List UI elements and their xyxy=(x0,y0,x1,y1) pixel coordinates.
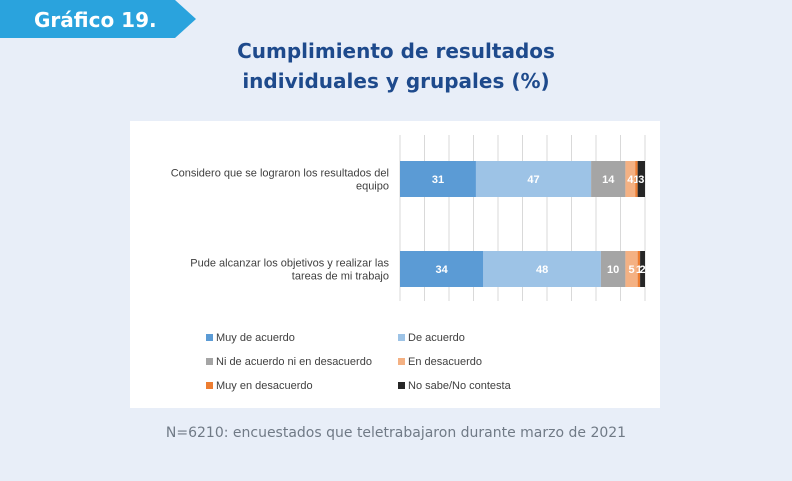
bar-segment xyxy=(625,161,636,197)
legend-swatch xyxy=(206,334,213,341)
chart-title-line2: individuales y grupales (%) xyxy=(242,69,550,93)
category-label: Considero que se lograron los resultados… xyxy=(171,168,389,193)
bar-segment xyxy=(400,161,476,197)
bar-segment xyxy=(600,251,626,287)
bar-data-label: 1 xyxy=(633,174,639,186)
legend-label: No sabe/No contesta xyxy=(408,380,512,392)
legend-label: Muy en desacuerdo xyxy=(216,380,313,392)
bar-data-label: 3 xyxy=(638,174,644,186)
legend-swatch xyxy=(398,358,405,365)
bar-segment xyxy=(475,161,592,197)
legend-label: En desacuerdo xyxy=(408,356,482,368)
figure-tag xyxy=(0,0,196,38)
legend-label: Ni de acuerdo ni en desacuerdo xyxy=(216,356,372,368)
bar-data-label: 14 xyxy=(602,174,615,186)
bar-segment xyxy=(637,251,641,287)
figure-tag-label: Gráfico 19. xyxy=(34,8,157,32)
bar-data-label: 34 xyxy=(436,264,449,276)
bar-data-label: 1 xyxy=(636,264,642,276)
chart-panel: Considero que se lograron los resultados… xyxy=(130,121,660,408)
bar-segment xyxy=(483,251,601,287)
sample-note: N=6210: encuestados que teletrabajaron d… xyxy=(165,425,627,441)
bar-data-label: 5 xyxy=(628,264,634,276)
bar-data-label: 31 xyxy=(432,174,444,186)
legend-swatch xyxy=(206,358,213,365)
legend-swatch xyxy=(206,382,213,389)
legend-swatch xyxy=(398,382,405,389)
bar-data-label: 2 xyxy=(639,264,645,276)
legend-label: De acuerdo xyxy=(408,332,465,344)
stacked-bar-chart: Considero que se lograron los resultados… xyxy=(171,135,646,392)
bar-data-label: 4 xyxy=(627,174,634,186)
bar-segment xyxy=(400,251,484,287)
chart-title-line1: Cumplimiento de resultados xyxy=(237,39,555,63)
category-label: Pude alcanzar los objetivos y realizar l… xyxy=(190,258,389,283)
bar-segment xyxy=(635,161,638,197)
bar-data-label: 48 xyxy=(536,264,548,276)
bar-segment xyxy=(637,161,645,197)
bar-segment xyxy=(591,161,626,197)
bar-segment xyxy=(640,251,645,287)
bar-data-label: 47 xyxy=(527,174,539,186)
chart-title: Cumplimiento de resultados individuales … xyxy=(0,36,792,96)
legend-swatch xyxy=(398,334,405,341)
bar-segment xyxy=(625,251,638,287)
legend-label: Muy de acuerdo xyxy=(216,332,295,344)
bar-data-label: 10 xyxy=(607,264,619,276)
